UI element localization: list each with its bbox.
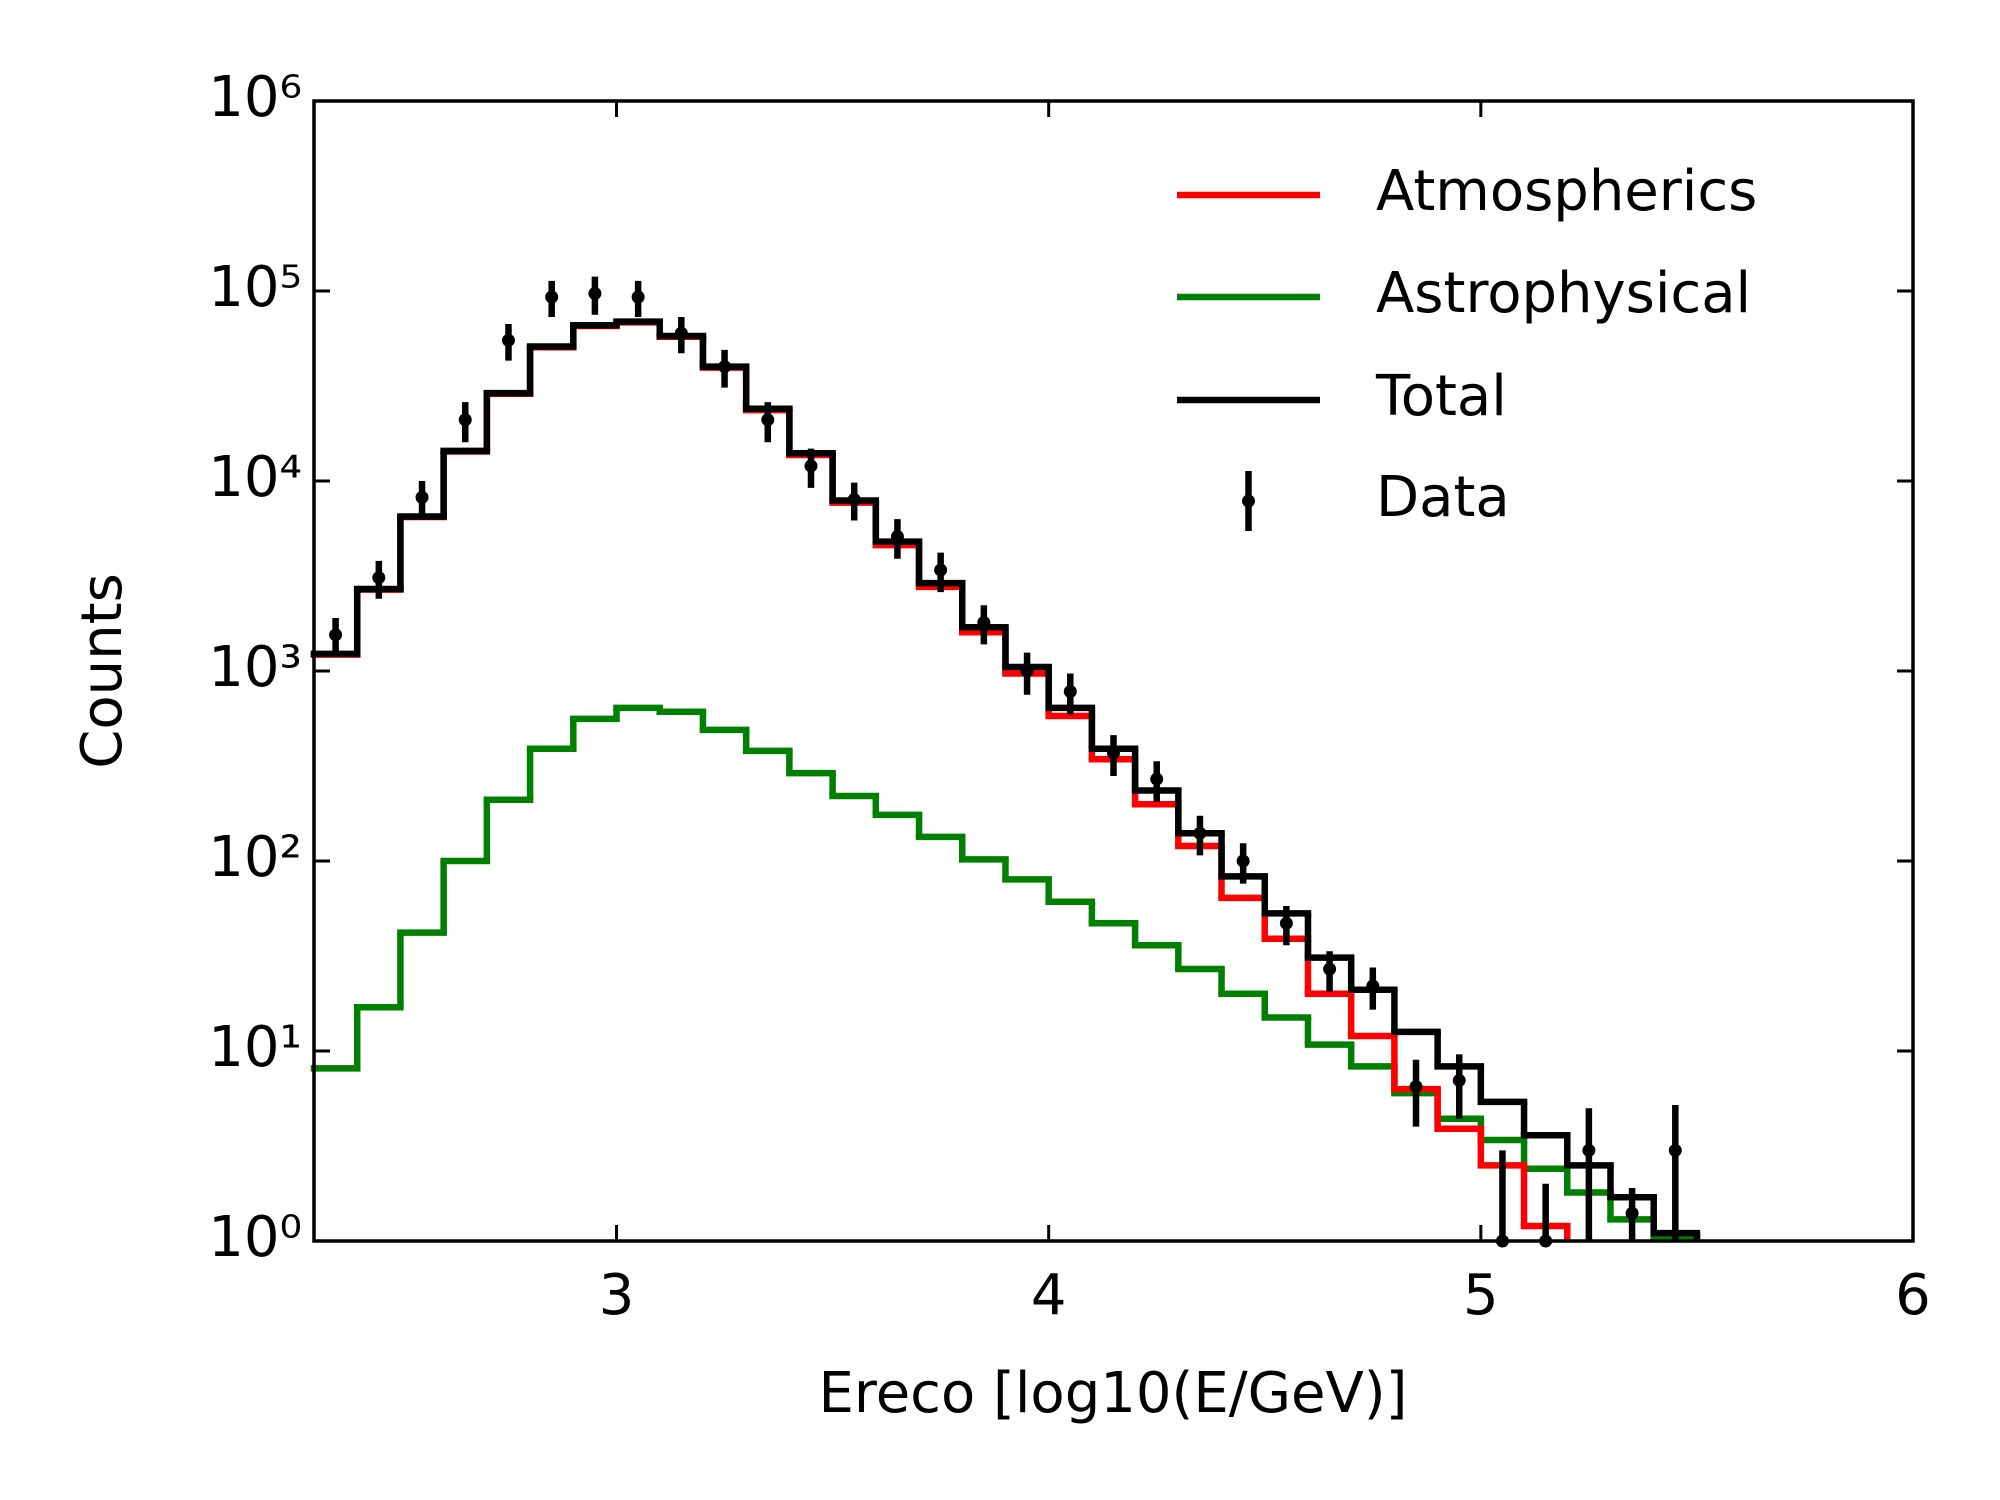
data-point [1625,1206,1639,1220]
data-point [1107,746,1120,760]
data-point [1150,772,1164,786]
y-axis-label: Counts [70,573,135,768]
data-point [804,459,818,473]
data-point [501,333,515,347]
data-point [1279,916,1293,930]
x-tick-label: 5 [1463,1263,1499,1328]
data-point [588,287,602,301]
y-tick-label: 10⁴ [208,445,302,510]
data-point [1668,1143,1682,1157]
data-point [1193,826,1207,840]
legend-label: Astrophysical [1376,261,1751,326]
data-point [1366,979,1380,993]
y-tick-label: 10⁶ [208,65,302,130]
data-point [1323,962,1337,976]
data-point [1582,1143,1596,1157]
x-tick-label: 4 [1031,1263,1067,1328]
data-point [1236,854,1250,868]
y-tick-label: 10⁵ [208,255,302,320]
data-point [890,530,904,544]
data-point [372,571,386,585]
data-point [545,290,559,304]
legend-marker [1242,494,1255,508]
data-point [329,628,343,642]
data-point [934,563,948,577]
data-point [458,413,472,427]
y-tick-label: 10² [208,825,302,890]
data-point [847,492,861,506]
legend-label: Atmospherics [1376,159,1757,224]
y-tick-label: 10³ [208,635,302,700]
data-point [718,360,732,374]
data-point [977,615,991,629]
data-point [631,290,645,304]
y-tick-label: 10⁰ [208,1205,302,1270]
y-tick-label: 10¹ [208,1015,302,1080]
data-point [761,413,775,427]
data-point [1409,1080,1423,1094]
legend-label: Data [1376,465,1510,530]
x-axis-label: Ereco [log10(E/GeV)] [819,1361,1408,1426]
data-point [415,490,429,504]
x-tick-label: 3 [599,1263,635,1328]
x-tick-label: 6 [1895,1263,1931,1328]
data-point [1020,664,1034,678]
legend-label: Total [1375,364,1507,429]
data-point [1452,1073,1466,1087]
data-point [674,326,688,340]
plot-frame [312,99,1915,1243]
data-point [1063,685,1077,699]
